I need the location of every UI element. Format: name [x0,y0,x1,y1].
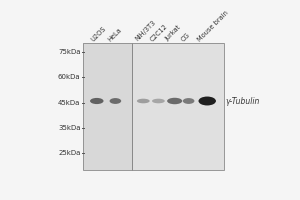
Bar [132,43,224,170]
Text: NIH/3T3: NIH/3T3 [134,20,157,42]
Text: 45kDa: 45kDa [58,100,80,106]
Ellipse shape [137,99,150,103]
Bar [83,43,132,170]
Text: 75kDa: 75kDa [58,49,80,55]
Text: 60kDa: 60kDa [58,74,80,80]
Ellipse shape [183,98,194,104]
Bar [132,43,224,170]
Bar [83,43,132,170]
Text: 25kDa: 25kDa [58,150,80,156]
Text: Jurkat: Jurkat [165,25,182,42]
Text: Mouse brain: Mouse brain [196,9,229,42]
Text: CG: CG [180,31,191,42]
Text: U2OS: U2OS [90,25,107,42]
Text: HeLa: HeLa [106,26,123,42]
Ellipse shape [199,97,216,105]
Ellipse shape [152,99,165,103]
Text: 35kDa: 35kDa [58,125,80,131]
Ellipse shape [167,98,182,104]
Ellipse shape [90,98,104,104]
Text: γ-Tubulin: γ-Tubulin [226,97,260,106]
Ellipse shape [110,98,121,104]
Text: C2C12: C2C12 [149,23,169,42]
